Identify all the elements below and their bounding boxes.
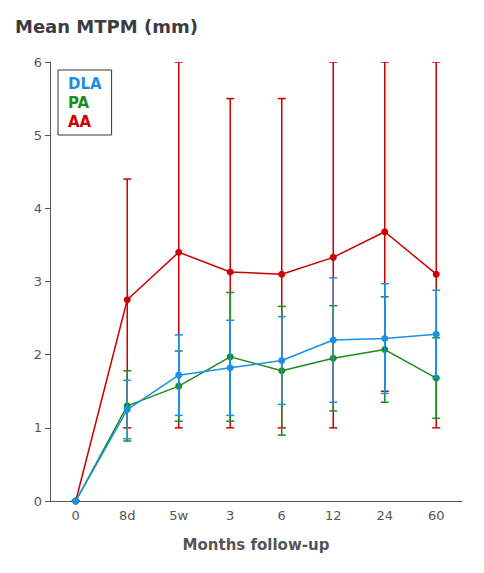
svg-text:4: 4 <box>34 201 42 216</box>
svg-text:60: 60 <box>428 508 445 523</box>
svg-text:12: 12 <box>325 508 342 523</box>
svg-text:Months follow-up: Months follow-up <box>183 536 330 554</box>
svg-text:0: 0 <box>72 508 80 523</box>
svg-text:0: 0 <box>34 494 42 509</box>
svg-text:PA: PA <box>68 94 90 112</box>
svg-text:8d: 8d <box>119 508 136 523</box>
svg-text:3: 3 <box>226 508 234 523</box>
svg-text:AA: AA <box>68 113 92 131</box>
svg-text:5w: 5w <box>169 508 188 523</box>
svg-text:24: 24 <box>376 508 393 523</box>
svg-text:2: 2 <box>34 347 42 362</box>
svg-text:6: 6 <box>34 55 42 70</box>
svg-text:Mean MTPM (mm): Mean MTPM (mm) <box>15 16 198 37</box>
svg-text:1: 1 <box>34 420 42 435</box>
svg-text:3: 3 <box>34 274 42 289</box>
svg-text:6: 6 <box>278 508 286 523</box>
svg-text:5: 5 <box>34 128 42 143</box>
svg-text:DLA: DLA <box>68 75 102 93</box>
